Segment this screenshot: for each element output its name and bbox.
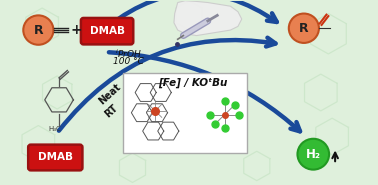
Text: DMAB: DMAB xyxy=(90,26,125,36)
Text: R: R xyxy=(299,22,309,35)
Circle shape xyxy=(289,14,319,43)
Text: DMAB: DMAB xyxy=(38,152,73,162)
Text: +: + xyxy=(70,23,82,37)
FancyBboxPatch shape xyxy=(124,73,247,153)
Text: Neat: Neat xyxy=(97,82,122,107)
Text: R: R xyxy=(34,23,43,37)
Text: [Fe] / KOᵗBu: [Fe] / KOᵗBu xyxy=(158,78,228,88)
FancyArrowPatch shape xyxy=(97,0,277,36)
FancyArrowPatch shape xyxy=(59,38,276,131)
FancyBboxPatch shape xyxy=(81,18,133,44)
Circle shape xyxy=(297,139,329,170)
Text: RT: RT xyxy=(103,102,120,119)
FancyArrowPatch shape xyxy=(109,52,300,131)
Text: 100 °C: 100 °C xyxy=(113,57,144,66)
Polygon shape xyxy=(174,1,242,36)
Text: H₃C: H₃C xyxy=(48,126,61,132)
Text: H₂: H₂ xyxy=(306,148,321,161)
Circle shape xyxy=(23,15,53,45)
Text: $^{i}$PrOH: $^{i}$PrOH xyxy=(115,48,142,60)
FancyBboxPatch shape xyxy=(28,145,82,170)
